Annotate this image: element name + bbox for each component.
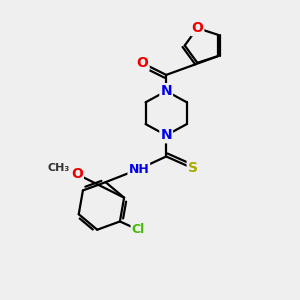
Text: NH: NH (128, 163, 149, 176)
Text: N: N (160, 128, 172, 142)
Text: Cl: Cl (131, 223, 145, 236)
Text: S: S (188, 161, 198, 175)
Text: O: O (71, 167, 83, 181)
Text: O: O (137, 56, 148, 70)
Text: CH₃: CH₃ (48, 163, 70, 173)
Text: O: O (191, 21, 203, 35)
Text: N: N (160, 84, 172, 98)
